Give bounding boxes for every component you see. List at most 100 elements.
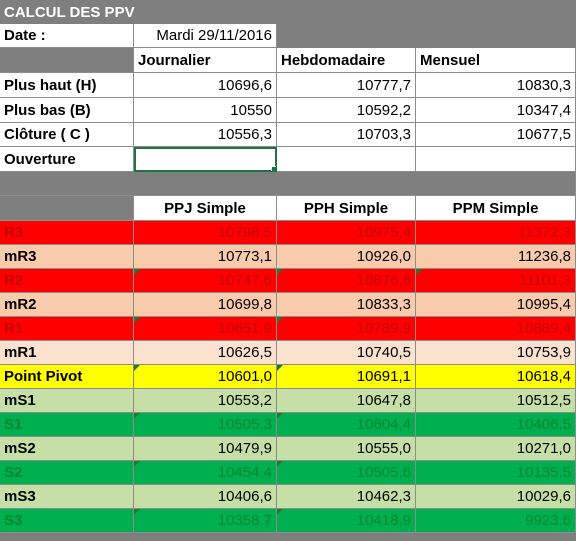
sheet-title[interactable]: CALCUL DES PPV <box>0 0 260 24</box>
result-value-cell[interactable]: 10406,5 <box>416 413 576 437</box>
header-hebdomadaire[interactable]: Hebdomadaire <box>277 48 416 73</box>
input-value-cell[interactable]: 10830,3 <box>416 73 576 98</box>
result-value-cell[interactable]: 10505,6 <box>277 461 416 485</box>
header-mensuel[interactable]: Mensuel <box>416 48 576 73</box>
input-value-cell[interactable]: 10703,3 <box>277 123 416 147</box>
result-row: R2 10747,6 10876,6 11101,3 <box>0 269 576 293</box>
input-row: Plus haut (H) 10696,6 10777,7 10830,3 <box>0 73 576 98</box>
input-value-cell[interactable]: 10592,2 <box>277 98 416 123</box>
result-row-label[interactable]: mS3 <box>0 485 134 509</box>
result-value-cell[interactable]: 10699,8 <box>134 293 277 317</box>
results-header-row: PPJ Simple PPH Simple PPM Simple <box>0 196 576 221</box>
header-ppm[interactable]: PPM Simple <box>416 196 576 221</box>
result-row: R3 10798,5 10975,4 11372,3 <box>0 221 576 245</box>
input-row-label[interactable]: Ouverture <box>0 147 134 172</box>
result-value-cell[interactable]: 10418,9 <box>277 509 416 533</box>
result-row: S1 10505,3 10604,4 10406,5 <box>0 413 576 437</box>
input-row: Ouverture <box>0 147 576 172</box>
result-value-cell[interactable]: 10512,5 <box>416 389 576 413</box>
input-value-cell[interactable]: 10550 <box>134 98 277 123</box>
result-value-cell[interactable]: 11101,3 <box>416 269 576 293</box>
result-row-label[interactable]: R1 <box>0 317 134 341</box>
result-value-cell[interactable]: 10555,0 <box>277 437 416 461</box>
result-value-cell[interactable]: 10995,4 <box>416 293 576 317</box>
result-row-label[interactable]: Point Pivot <box>0 365 134 389</box>
result-value-cell[interactable]: 10747,6 <box>134 269 277 293</box>
result-row: mS2 10479,9 10555,0 10271,0 <box>0 437 576 461</box>
result-value-cell[interactable]: 10601,0 <box>134 365 277 389</box>
input-value-cell[interactable]: 10777,7 <box>277 73 416 98</box>
result-row: mR3 10773,1 10926,0 11236,8 <box>0 245 576 269</box>
result-value-cell[interactable]: 10462,3 <box>277 485 416 509</box>
spacer-row <box>0 172 576 196</box>
result-value-cell[interactable]: 10740,5 <box>277 341 416 365</box>
result-row-label[interactable]: R3 <box>0 221 134 245</box>
title-row: CALCUL DES PPV <box>0 0 576 24</box>
result-row: mS1 10553,2 10647,8 10512,5 <box>0 389 576 413</box>
result-value-cell[interactable]: 10505,3 <box>134 413 277 437</box>
input-row-label[interactable]: Plus haut (H) <box>0 73 134 98</box>
result-value-cell[interactable]: 10553,2 <box>134 389 277 413</box>
header-journalier[interactable]: Journalier <box>134 48 277 73</box>
input-value-cell[interactable]: 10556,3 <box>134 123 277 147</box>
result-row-label[interactable]: mS2 <box>0 437 134 461</box>
result-row: Point Pivot 10601,0 10691,1 10618,4 <box>0 365 576 389</box>
result-value-cell[interactable]: 10691,1 <box>277 365 416 389</box>
result-row-label[interactable]: mS1 <box>0 389 134 413</box>
result-row: S3 10358,7 10418,9 9923,6 <box>0 509 576 533</box>
input-value-cell[interactable]: 10347,4 <box>416 98 576 123</box>
result-value-cell[interactable]: 10626,5 <box>134 341 277 365</box>
input-value-cell[interactable] <box>416 147 576 172</box>
result-value-cell[interactable]: 10029,6 <box>416 485 576 509</box>
result-value-cell[interactable]: 10454,4 <box>134 461 277 485</box>
result-value-cell[interactable]: 10406,6 <box>134 485 277 509</box>
result-value-cell[interactable]: 10773,1 <box>134 245 277 269</box>
header-pph[interactable]: PPH Simple <box>277 196 416 221</box>
result-value-cell[interactable]: 10618,4 <box>416 365 576 389</box>
input-row-label[interactable]: Clôture ( C ) <box>0 123 134 147</box>
fill-handle[interactable] <box>271 166 276 171</box>
result-row-label[interactable]: mR2 <box>0 293 134 317</box>
header-empty[interactable] <box>0 48 134 73</box>
date-label[interactable]: Date : <box>0 24 134 48</box>
spacer-cell[interactable] <box>0 172 576 196</box>
header-ppj[interactable]: PPJ Simple <box>134 196 277 221</box>
result-row: mR2 10699,8 10833,3 10995,4 <box>0 293 576 317</box>
result-value-cell[interactable]: 10833,3 <box>277 293 416 317</box>
selected-cell[interactable] <box>134 147 277 172</box>
input-value-cell[interactable]: 10677,5 <box>416 123 576 147</box>
result-value-cell[interactable]: 10798,5 <box>134 221 277 245</box>
result-value-cell[interactable]: 10753,9 <box>416 341 576 365</box>
result-value-cell[interactable]: 10135,5 <box>416 461 576 485</box>
result-value-cell[interactable]: 10358,7 <box>134 509 277 533</box>
result-value-cell[interactable]: 10876,6 <box>277 269 416 293</box>
result-row-label[interactable]: S1 <box>0 413 134 437</box>
result-value-cell[interactable]: 10789,9 <box>277 317 416 341</box>
result-row-label[interactable]: mR3 <box>0 245 134 269</box>
result-value-cell[interactable]: 10479,9 <box>134 437 277 461</box>
period-header-row: Journalier Hebdomadaire Mensuel <box>0 48 576 73</box>
result-row: S2 10454,4 10505,6 10135,5 <box>0 461 576 485</box>
input-value-cell[interactable]: 10696,6 <box>134 73 277 98</box>
results-header-empty[interactable] <box>0 196 134 221</box>
result-value-cell[interactable]: 10889,4 <box>416 317 576 341</box>
result-row-label[interactable]: S2 <box>0 461 134 485</box>
result-value-cell[interactable]: 10271,0 <box>416 437 576 461</box>
result-row-label[interactable]: mR1 <box>0 341 134 365</box>
result-value-cell[interactable]: 10604,4 <box>277 413 416 437</box>
result-value-cell[interactable]: 11236,8 <box>416 245 576 269</box>
date-value[interactable]: Mardi 29/11/2016 <box>134 24 277 48</box>
result-value-cell[interactable]: 10926,0 <box>277 245 416 269</box>
input-row: Clôture ( C ) 10556,3 10703,3 10677,5 <box>0 123 576 147</box>
input-value-cell[interactable] <box>277 147 416 172</box>
result-row-label[interactable]: R2 <box>0 269 134 293</box>
result-row: mS3 10406,6 10462,3 10029,6 <box>0 485 576 509</box>
result-value-cell[interactable]: 10647,8 <box>277 389 416 413</box>
result-row: mR1 10626,5 10740,5 10753,9 <box>0 341 576 365</box>
result-value-cell[interactable]: 9923,6 <box>416 509 576 533</box>
result-value-cell[interactable]: 11372,3 <box>416 221 576 245</box>
result-row-label[interactable]: S3 <box>0 509 134 533</box>
input-row-label[interactable]: Plus bas (B) <box>0 98 134 123</box>
result-value-cell[interactable]: 10975,4 <box>277 221 416 245</box>
result-value-cell[interactable]: 10651,9 <box>134 317 277 341</box>
